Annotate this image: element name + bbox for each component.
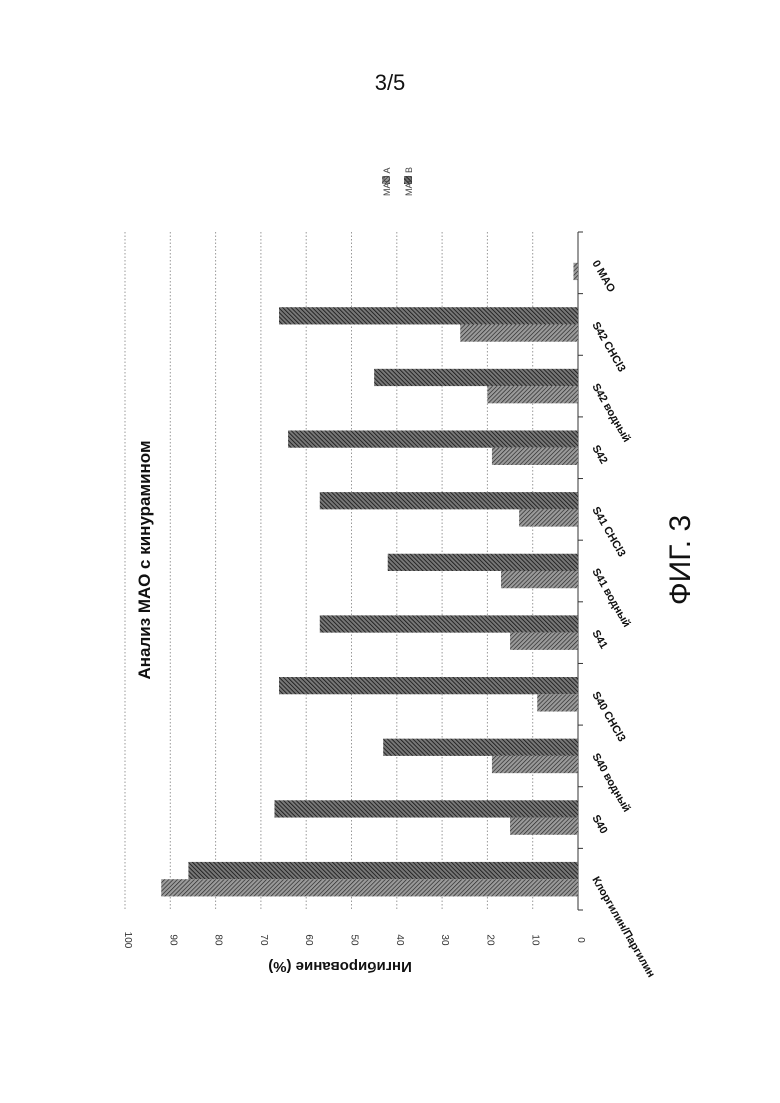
bar <box>537 694 578 711</box>
tick-label: 100 <box>122 932 133 949</box>
category-label: Клоргилин/Паргилин <box>589 875 657 980</box>
category-label: S41 <box>589 628 609 651</box>
category-label: 0 MAO <box>589 258 617 295</box>
bar <box>374 369 578 386</box>
category-label: S40 водный <box>589 751 632 814</box>
bar <box>188 862 578 879</box>
bar <box>501 571 578 588</box>
axis-label-y: Ингибирование (%) <box>268 958 412 975</box>
tick-label: 10 <box>530 934 541 946</box>
bar <box>492 756 578 773</box>
bar <box>573 263 578 280</box>
bar <box>388 554 578 571</box>
category-label: S40 CHCl3 <box>589 690 627 744</box>
bar <box>279 677 578 694</box>
legend-label: MAO B <box>404 167 414 196</box>
tick-label: 50 <box>349 934 360 946</box>
category-label: S41 водный <box>589 567 632 630</box>
bar <box>510 633 578 650</box>
category-label: S42 водный <box>589 382 632 445</box>
category-label: S42 <box>589 443 609 466</box>
figure-label: ФИГ. 3 <box>664 515 697 605</box>
bars <box>161 263 578 897</box>
tick-label: 40 <box>394 934 405 946</box>
bar <box>519 509 578 526</box>
tick-label: 60 <box>303 934 314 946</box>
bar <box>274 800 578 817</box>
chart-title: Анализ МАО с кинурамином <box>135 440 154 679</box>
tick-label: 0 <box>575 937 586 943</box>
bar <box>320 492 578 509</box>
category-label: S41 CHCl3 <box>589 505 627 559</box>
category-label: S42 CHCl3 <box>589 320 627 374</box>
tick-label: 90 <box>167 934 178 946</box>
legend-label: MAO A <box>382 167 392 196</box>
bar <box>383 739 578 756</box>
bar <box>510 818 578 835</box>
bar <box>320 615 578 632</box>
bar <box>460 324 578 341</box>
tick-label: 80 <box>213 934 224 946</box>
tick-label: 20 <box>484 934 495 946</box>
tick-label: 70 <box>258 934 269 946</box>
bar <box>161 879 578 896</box>
bar <box>492 448 578 465</box>
bar <box>288 430 578 447</box>
bar <box>279 307 578 324</box>
category-label: S40 <box>589 813 609 836</box>
bar <box>487 386 578 403</box>
tick-label: 30 <box>439 934 450 946</box>
labels: 0 10 20 30 40 50 60 70 80 90 100 Клоргилин/Паргилин… <box>122 167 697 980</box>
